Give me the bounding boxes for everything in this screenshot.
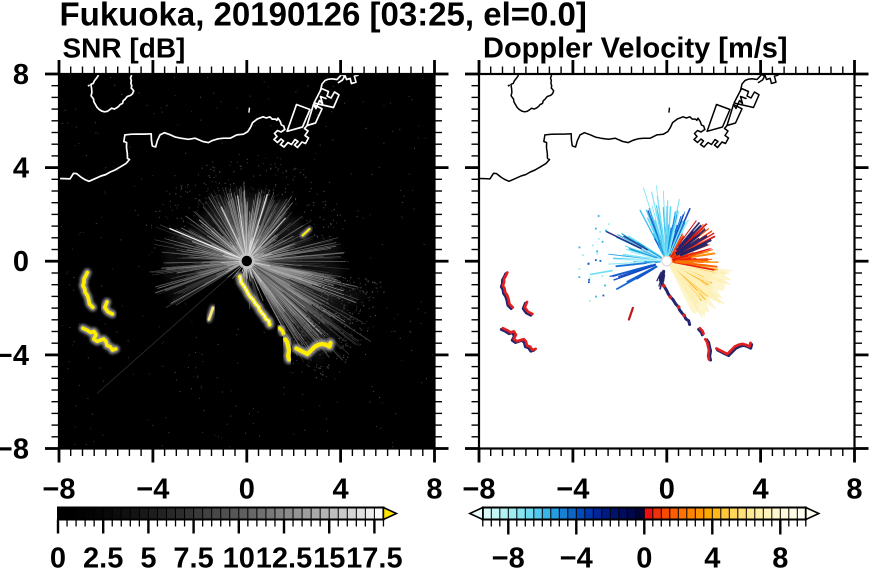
svg-text:12.5: 12.5 bbox=[256, 543, 312, 570]
svg-text:−8: −8 bbox=[492, 543, 525, 570]
svg-text:4: 4 bbox=[333, 474, 349, 506]
svg-text:15: 15 bbox=[313, 543, 345, 570]
svg-text:8: 8 bbox=[846, 474, 862, 506]
svg-text:0: 0 bbox=[659, 474, 675, 506]
svg-text:4: 4 bbox=[704, 543, 720, 570]
svg-text:4: 4 bbox=[753, 474, 769, 506]
svg-text:−8: −8 bbox=[462, 474, 495, 506]
svg-text:8: 8 bbox=[13, 59, 29, 91]
svg-text:−8: −8 bbox=[0, 434, 29, 466]
svg-text:10: 10 bbox=[223, 543, 255, 570]
svg-text:Fukuoka, 20190126 [03:25, el=0: Fukuoka, 20190126 [03:25, el=0.0] bbox=[60, 0, 587, 33]
svg-text:4: 4 bbox=[13, 153, 29, 185]
svg-text:Doppler Velocity [m/s]: Doppler Velocity [m/s] bbox=[483, 33, 788, 65]
svg-text:−4: −4 bbox=[556, 474, 589, 506]
svg-text:17.5: 17.5 bbox=[346, 543, 402, 570]
svg-text:2.5: 2.5 bbox=[83, 543, 123, 570]
svg-text:−4: −4 bbox=[136, 474, 169, 506]
svg-text:−4: −4 bbox=[560, 543, 593, 570]
svg-text:0: 0 bbox=[636, 543, 652, 570]
svg-text:0: 0 bbox=[50, 543, 66, 570]
svg-text:SNR [dB]: SNR [dB] bbox=[63, 33, 186, 64]
svg-text:−4: −4 bbox=[0, 340, 29, 372]
svg-text:8: 8 bbox=[426, 474, 442, 506]
svg-text:−8: −8 bbox=[42, 474, 75, 506]
svg-text:0: 0 bbox=[239, 474, 255, 506]
svg-text:0: 0 bbox=[13, 246, 29, 278]
svg-text:7.5: 7.5 bbox=[173, 543, 213, 570]
svg-text:5: 5 bbox=[140, 543, 156, 570]
svg-text:8: 8 bbox=[772, 543, 788, 570]
